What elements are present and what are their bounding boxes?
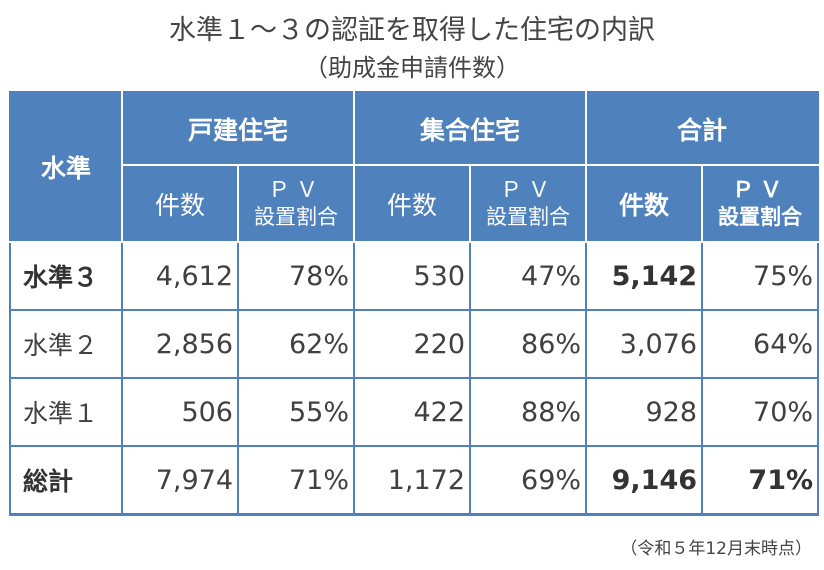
total-count-cell: 9,146 <box>585 445 704 516</box>
table-row-level-3: 水準３ 4,612 78% 530 47% 5,142 75% <box>9 241 820 311</box>
total-count-cell: 928 <box>585 377 704 447</box>
row-label: 水準１ <box>9 377 123 447</box>
total-header: 合計 <box>585 91 820 166</box>
level-column-header: 水準 <box>9 91 123 243</box>
total-pv-cell: 70% <box>701 377 820 447</box>
detached-pv-cell: 71% <box>236 445 356 516</box>
table-row-level-1: 水準１ 506 55% 422 88% 928 70% <box>9 377 820 447</box>
table-header-row: 水準 戸建住宅 集合住宅 合計 <box>9 91 820 243</box>
certification-breakdown-table: 水準 戸建住宅 集合住宅 合計 件数 ＰＶ 設置割合 件数 ＰＶ 設置割合 件数… <box>9 91 820 516</box>
detached-count-cell: 2,856 <box>121 309 239 379</box>
total-pv-cell: 75% <box>701 241 820 311</box>
total-pv-cell: 71% <box>701 445 820 516</box>
table-subheader-row: 件数 ＰＶ 設置割合 件数 ＰＶ 設置割合 件数 ＰＶ 設置割合 <box>10 164 820 243</box>
total-count-cell: 3,076 <box>585 309 704 379</box>
page-subtitle: （助成金申請件数） <box>304 54 520 82</box>
multi-count-cell: 422 <box>353 377 472 447</box>
multi-pv-cell: 88% <box>469 377 588 447</box>
total-count-header: 件数 <box>585 164 704 243</box>
multi-count-cell: 220 <box>353 309 472 379</box>
detached-count-cell: 506 <box>121 377 239 447</box>
multi-pv-cell: 47% <box>469 241 588 311</box>
row-label: 総計 <box>9 445 123 516</box>
total-pv-header: ＰＶ 設置割合 <box>701 164 820 243</box>
detached-house-header: 戸建住宅 <box>120 91 356 166</box>
multi-unit-housing-header: 集合住宅 <box>353 91 588 166</box>
row-label: 水準２ <box>9 309 123 379</box>
detached-pv-header: ＰＶ 設置割合 <box>236 164 356 243</box>
detached-count-header: 件数 <box>121 164 239 243</box>
total-count-cell: 5,142 <box>585 241 704 311</box>
detached-pv-cell: 62% <box>236 309 356 379</box>
multi-pv-header: ＰＶ 設置割合 <box>469 164 588 243</box>
row-label: 水準３ <box>9 241 123 311</box>
total-pv-cell: 64% <box>701 309 820 379</box>
multi-count-cell: 530 <box>353 241 472 311</box>
multi-pv-cell: 69% <box>469 445 588 516</box>
as-of-date-note: （令和５年12月末時点） <box>620 539 812 559</box>
table-row-grand-total: 総計 7,974 71% 1,172 69% 9,146 71% <box>9 445 820 516</box>
page-title: 水準１～３の認証を取得した住宅の内訳 <box>169 15 655 46</box>
detached-count-cell: 4,612 <box>121 241 239 311</box>
multi-count-cell: 1,172 <box>353 445 472 516</box>
detached-count-cell: 7,974 <box>121 445 239 516</box>
detached-pv-cell: 78% <box>236 241 356 311</box>
multi-count-header: 件数 <box>353 164 472 243</box>
table-row-level-2: 水準２ 2,856 62% 220 86% 3,076 64% <box>9 309 820 379</box>
detached-pv-cell: 55% <box>236 377 356 447</box>
multi-pv-cell: 86% <box>469 309 588 379</box>
